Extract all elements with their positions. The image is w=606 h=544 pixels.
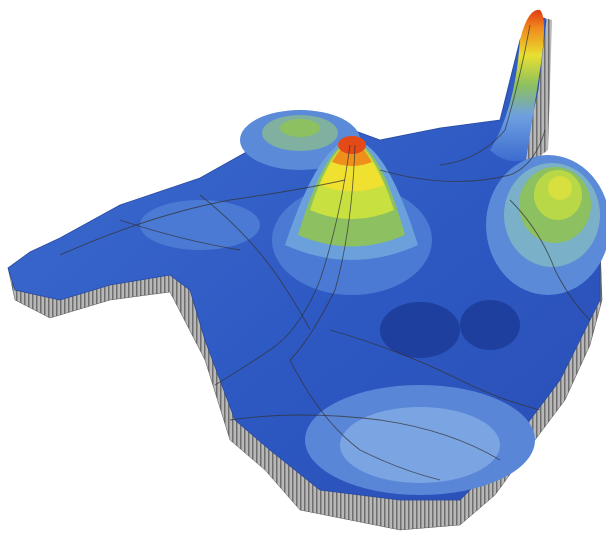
contour-band	[460, 300, 520, 350]
contour-band	[140, 200, 260, 250]
contour-band	[340, 407, 500, 483]
peak	[338, 136, 366, 154]
roads	[59, 24, 591, 481]
hump	[548, 176, 572, 200]
hump	[280, 119, 320, 137]
contour-band	[380, 302, 460, 358]
